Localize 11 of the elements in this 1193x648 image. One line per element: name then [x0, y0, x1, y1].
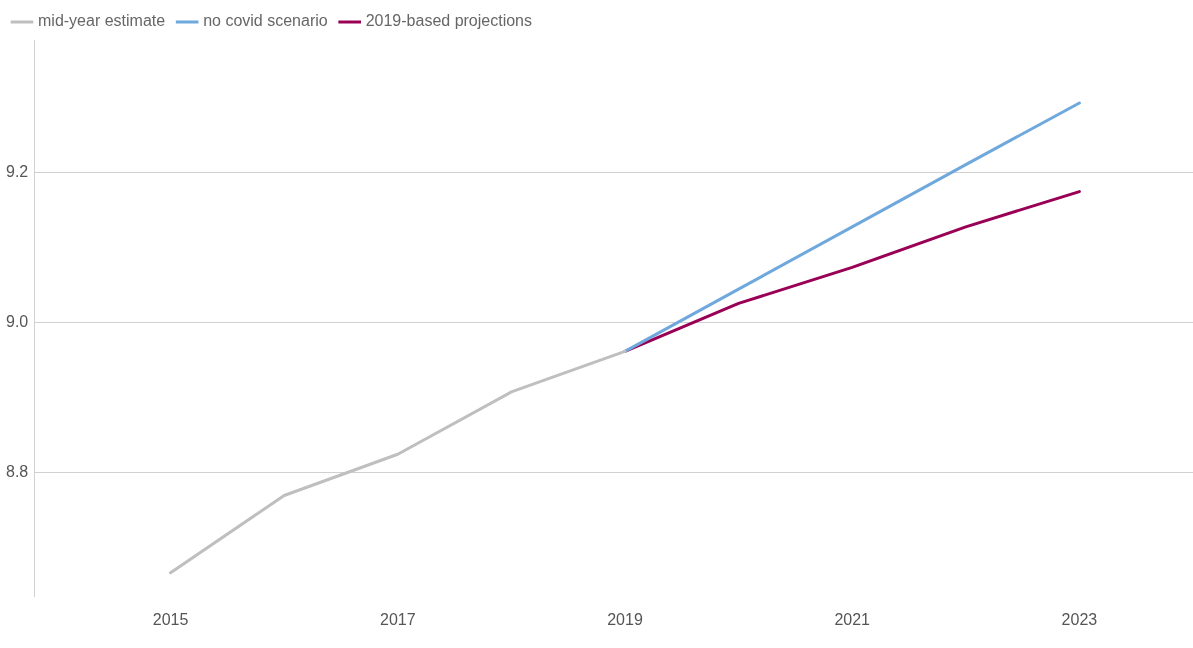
legend-label: mid-year estimate — [38, 12, 166, 30]
legend-label: no covid scenario — [203, 12, 328, 30]
legend-label: 2019-based projections — [365, 12, 533, 30]
x-tick-label: 2017 — [379, 610, 416, 628]
x-tick-label: 2015 — [152, 610, 189, 628]
y-tick-label: 9.2 — [5, 163, 29, 181]
x-tick-label: 2021 — [834, 610, 871, 628]
y-tick-label: 8.8 — [5, 463, 29, 481]
y-tick-label: 9.0 — [5, 313, 29, 331]
x-tick-label: 2019 — [607, 610, 643, 628]
x-tick-label: 2023 — [1061, 610, 1098, 628]
